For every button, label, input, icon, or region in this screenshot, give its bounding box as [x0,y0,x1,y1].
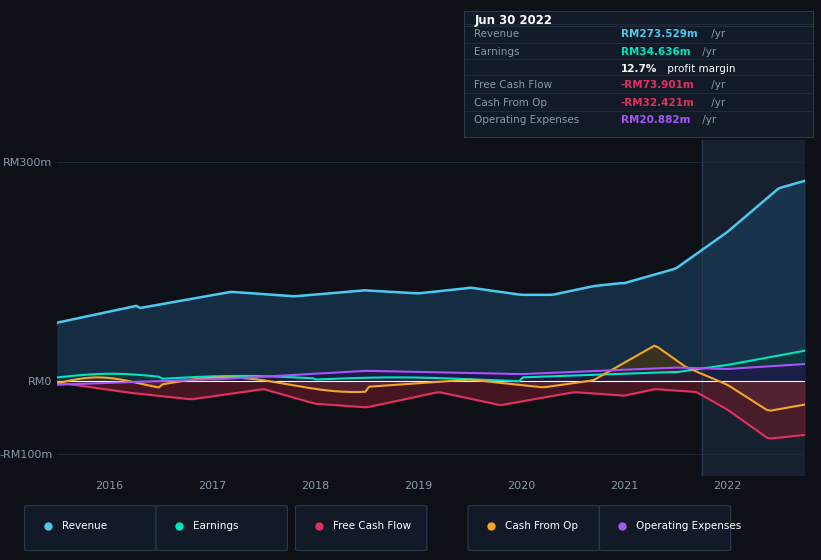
Text: Earnings: Earnings [475,47,520,57]
Text: /yr: /yr [699,115,717,125]
FancyBboxPatch shape [156,506,287,550]
FancyBboxPatch shape [25,506,156,550]
Text: /yr: /yr [699,47,717,57]
Text: -RM73.901m: -RM73.901m [621,80,695,90]
FancyBboxPatch shape [468,506,599,550]
Text: Revenue: Revenue [475,29,520,39]
Text: Jun 30 2022: Jun 30 2022 [475,13,553,26]
Text: -RM32.421m: -RM32.421m [621,97,695,108]
Bar [701,140,805,476]
Text: Revenue: Revenue [62,521,107,531]
FancyBboxPatch shape [599,506,731,550]
Text: /yr: /yr [708,80,726,90]
Text: Cash From Op: Cash From Op [505,521,578,531]
Text: Operating Expenses: Operating Expenses [636,521,741,531]
Text: 12.7%: 12.7% [621,63,658,73]
Text: /yr: /yr [708,97,726,108]
Text: RM20.882m: RM20.882m [621,115,690,125]
Text: Operating Expenses: Operating Expenses [475,115,580,125]
Text: Free Cash Flow: Free Cash Flow [475,80,553,90]
FancyBboxPatch shape [296,506,427,550]
Text: Earnings: Earnings [193,521,238,531]
Text: /yr: /yr [708,29,726,39]
Text: Cash From Op: Cash From Op [475,97,548,108]
Text: RM34.636m: RM34.636m [621,47,690,57]
Text: profit margin: profit margin [664,63,736,73]
Text: Free Cash Flow: Free Cash Flow [333,521,410,531]
Text: RM273.529m: RM273.529m [621,29,698,39]
